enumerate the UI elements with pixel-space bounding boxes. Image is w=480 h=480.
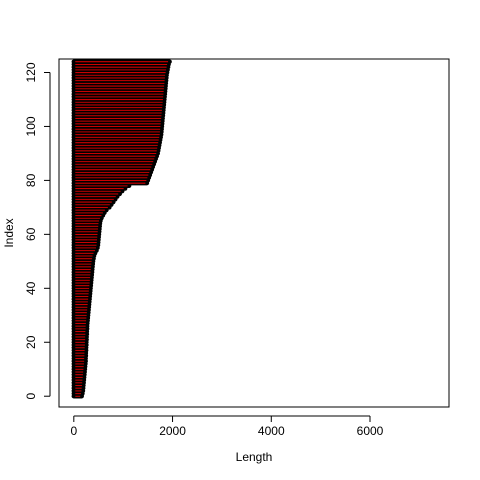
x-tick-label: 6000 bbox=[357, 424, 384, 438]
y-tick-label: 0 bbox=[24, 393, 38, 400]
x-tick-label: 0 bbox=[70, 424, 77, 438]
y-tick-label: 100 bbox=[24, 116, 38, 136]
y-tick-label: 80 bbox=[24, 173, 38, 187]
plot-frame bbox=[58, 58, 450, 408]
y-axis: 0 20 40 60 80 100 120 bbox=[24, 62, 51, 400]
y-tick-label: 60 bbox=[24, 227, 38, 241]
x-tick-label: 2000 bbox=[159, 424, 186, 438]
data-segments bbox=[71, 59, 172, 399]
y-tick-label: 20 bbox=[24, 335, 38, 349]
y-axis-label: Index bbox=[2, 218, 16, 247]
x-tick-label: 4000 bbox=[258, 424, 285, 438]
x-axis-label: Length bbox=[236, 450, 273, 464]
y-tick-label: 40 bbox=[24, 281, 38, 295]
x-axis: 0 2000 4000 6000 bbox=[70, 415, 384, 438]
y-tick-label: 120 bbox=[24, 62, 38, 82]
